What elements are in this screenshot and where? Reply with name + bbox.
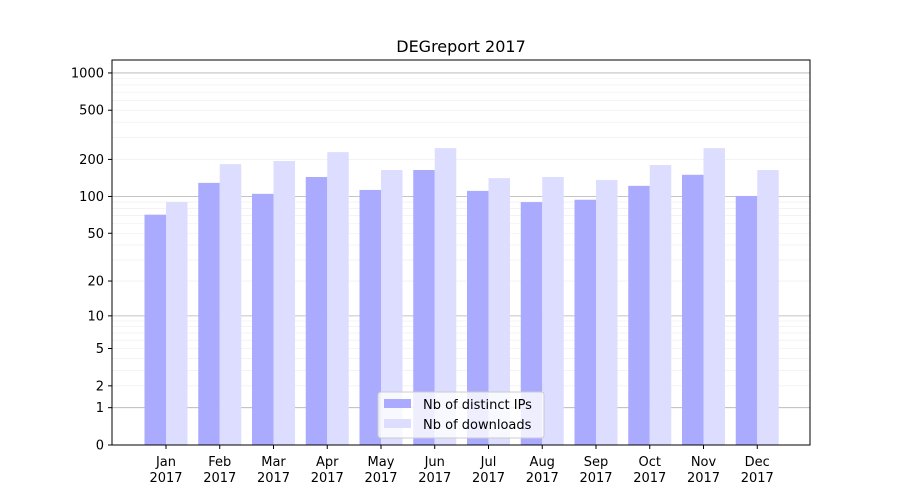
bar-ips — [574, 199, 596, 445]
y-tick-label: 200 — [79, 153, 104, 168]
y-tick-label: 1 — [96, 401, 104, 416]
y-tick-label: 20 — [87, 275, 104, 290]
bar-ips — [359, 189, 381, 445]
y-tick-label: 5 — [96, 342, 104, 357]
x-tick-label: May 2017 — [364, 455, 397, 486]
legend-swatch — [384, 399, 411, 408]
x-tick-label: Feb 2017 — [203, 455, 236, 486]
y-tick-label: 1000 — [71, 66, 104, 81]
bar-downloads — [166, 202, 188, 445]
legend-label: Nb of downloads — [423, 418, 532, 433]
bar-downloads — [219, 164, 242, 445]
x-tick-label: Mar 2017 — [257, 455, 290, 486]
x-tick-label: Oct 2017 — [633, 455, 666, 486]
legend: Nb of distinct IPs Nb of downloads — [377, 391, 545, 439]
bar-ips — [735, 195, 758, 445]
y-tick-label: 0 — [96, 439, 104, 454]
y-tick-label: 500 — [79, 104, 104, 119]
x-tick-label: Jun 2017 — [418, 455, 451, 486]
legend-swatch — [384, 419, 411, 428]
bar-ips — [628, 185, 650, 446]
bar-ips — [198, 182, 220, 445]
bar-ips — [682, 174, 704, 445]
bar-ips — [467, 190, 489, 445]
plot-frame — [111, 59, 811, 446]
x-tick-label: Apr 2017 — [311, 455, 344, 486]
bar-ips — [252, 193, 274, 445]
y-tick-label: 2 — [96, 379, 104, 394]
bar-downloads — [381, 170, 403, 446]
bar-ips — [413, 170, 435, 446]
bar-ips — [305, 176, 328, 446]
bar-downloads — [273, 161, 295, 445]
x-tick-label: Jul 2017 — [472, 455, 505, 486]
x-tick-label: Dec 2017 — [741, 455, 774, 486]
chart-title: DEGreport 2017 — [396, 37, 526, 56]
bar-downloads — [757, 170, 779, 446]
bar-downloads — [434, 148, 457, 445]
bar-downloads — [327, 152, 349, 445]
bar-ips — [144, 214, 166, 445]
bar-downloads — [649, 165, 672, 445]
x-tick-label: Nov 2017 — [687, 455, 720, 486]
legend-label: Nb of distinct IPs — [423, 398, 532, 413]
bar-downloads — [596, 180, 618, 446]
y-tick-label: 100 — [79, 190, 104, 205]
x-tick-label: Sep 2017 — [579, 455, 612, 486]
y-tick-label: 50 — [87, 227, 104, 242]
legend-box — [377, 391, 545, 439]
x-tick-label: Aug 2017 — [526, 455, 559, 486]
bar-downloads — [703, 148, 725, 445]
bar-downloads — [488, 178, 510, 445]
x-tick-label: Jan 2017 — [149, 455, 182, 486]
y-tick-label: 10 — [87, 309, 104, 324]
bar-ips — [520, 202, 543, 445]
bar-downloads — [542, 176, 564, 446]
